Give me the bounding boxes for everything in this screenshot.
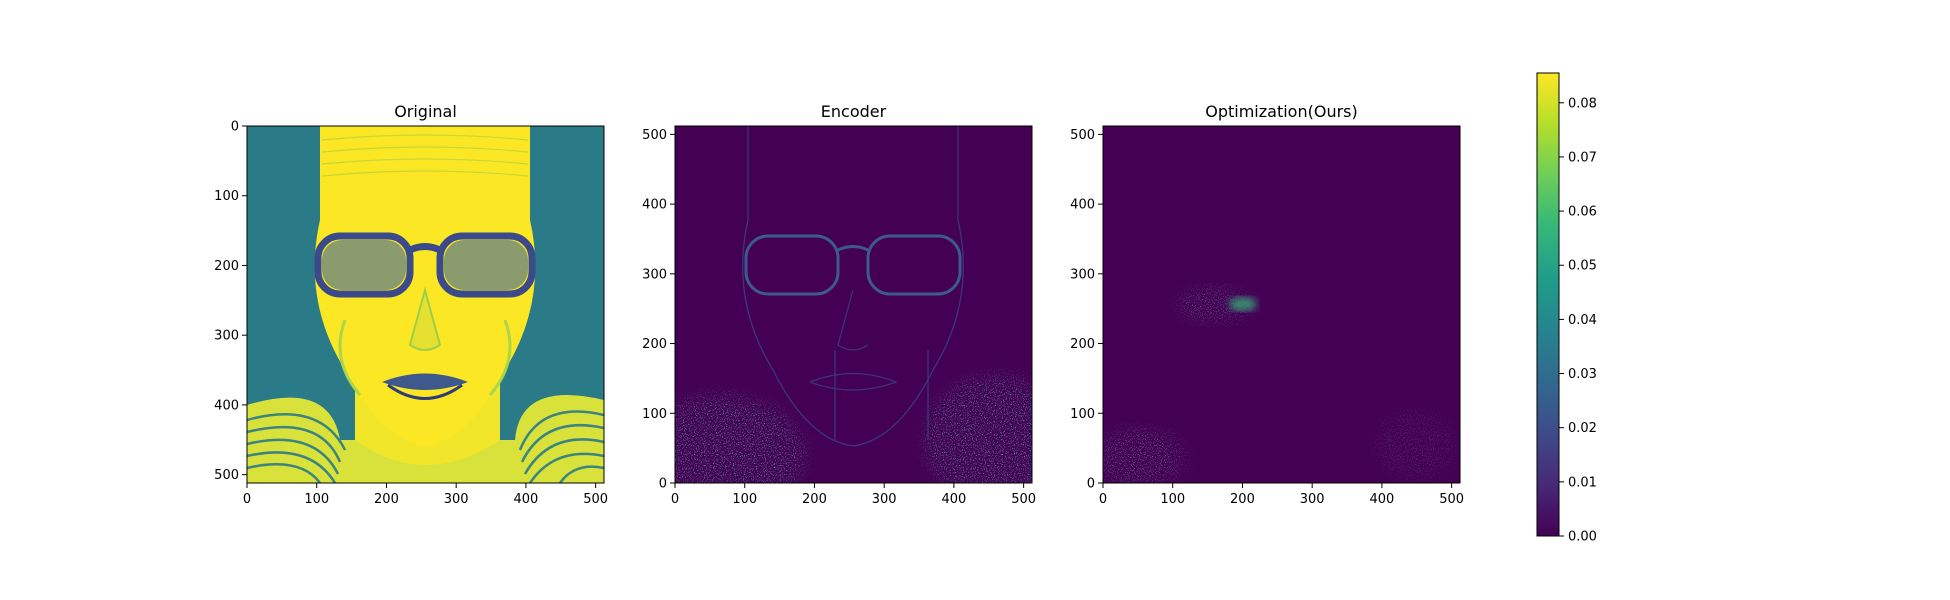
panel-encoder: Encoder 0 100 200 300 400 500 0 100 200 300 400 500	[642, 102, 1036, 507]
x-tick-label: 500	[1011, 492, 1036, 507]
x-tick-label: 0	[671, 492, 679, 507]
y-tick-label: 200	[1070, 337, 1095, 352]
plot-frame-encoder	[674, 125, 1033, 484]
x-tick-label: 0	[243, 492, 251, 507]
x-tick-label: 300	[872, 492, 897, 507]
y-tick-label: 500	[642, 128, 667, 143]
y-tick-label: 500	[214, 468, 239, 483]
axes-original: 0 100 200 300 400 500 0 100 200 300 400 500	[214, 120, 608, 508]
panel-title-original: Original	[394, 102, 457, 121]
heatmap-optimization	[1103, 126, 1460, 483]
colorbar-tick-label: 0.04	[1568, 313, 1597, 328]
colorbar-tick-label: 0.01	[1568, 475, 1597, 490]
y-tick-label: 300	[214, 329, 239, 344]
panel-title-encoder: Encoder	[821, 102, 887, 121]
y-tick-label: 0	[231, 120, 239, 135]
x-tick-label: 300	[1300, 492, 1325, 507]
y-tick-label: 300	[1070, 267, 1095, 282]
x-tick-label: 200	[802, 492, 827, 507]
colorbar-ticks: 0.00 0.01 0.02 0.03 0.04 0.05 0.06 0.07 0.08	[1559, 96, 1597, 545]
axes-encoder: 0 100 200 300 400 500 0 100 200 300 400 500	[642, 128, 1036, 507]
y-tick-label: 400	[1070, 198, 1095, 213]
x-tick-label: 500	[1439, 492, 1464, 507]
x-tick-label: 400	[941, 492, 966, 507]
heatmap-encoder	[675, 126, 1032, 483]
colorbar: 0.00 0.01 0.02 0.03 0.04 0.05 0.06 0.07 0.08	[1536, 72, 1597, 545]
y-tick-label: 200	[214, 259, 239, 274]
x-tick-label: 200	[1230, 492, 1255, 507]
colorbar-tick-label: 0.05	[1568, 259, 1597, 274]
colorbar-gradient	[1536, 72, 1560, 537]
x-tick-label: 400	[513, 492, 538, 507]
x-tick-label: 100	[732, 492, 757, 507]
plot-frame-original	[246, 125, 605, 484]
y-tick-label: 500	[1070, 128, 1095, 143]
y-tick-label: 100	[642, 407, 667, 422]
colorbar-tick-label: 0.07	[1568, 150, 1597, 165]
colorbar-tick-label: 0.03	[1568, 367, 1597, 382]
colorbar-tick-label: 0.02	[1568, 421, 1597, 436]
y-tick-label: 0	[659, 477, 667, 492]
y-tick-label: 0	[1087, 477, 1095, 492]
axes-optimization: 0 100 200 300 400 500 0 100 200 300 400 500	[1070, 128, 1464, 507]
y-tick-label: 100	[1070, 407, 1095, 422]
x-tick-label: 500	[583, 492, 608, 507]
panel-title-optimization: Optimization(Ours)	[1205, 102, 1357, 121]
y-tick-label: 400	[214, 398, 239, 413]
x-tick-label: 0	[1099, 492, 1107, 507]
y-tick-label: 200	[642, 337, 667, 352]
y-tick-label: 400	[642, 198, 667, 213]
colorbar-tick-label: 0.00	[1568, 530, 1597, 545]
heatmap-original	[247, 126, 604, 483]
y-tick-label: 100	[214, 189, 239, 204]
plot-frame-optimization	[1102, 125, 1461, 484]
panel-original: Original	[214, 102, 608, 507]
panel-optimization: Optimization(Ours) 0 100 200 300 400 500 0 100 2…	[1070, 102, 1464, 507]
colorbar-tick-label: 0.06	[1568, 205, 1597, 220]
x-tick-label: 200	[374, 492, 399, 507]
x-tick-label: 100	[304, 492, 329, 507]
colorbar-tick-label: 0.08	[1568, 96, 1597, 111]
y-tick-label: 300	[642, 267, 667, 282]
x-tick-label: 300	[444, 492, 469, 507]
x-tick-label: 400	[1369, 492, 1394, 507]
x-tick-label: 100	[1160, 492, 1185, 507]
